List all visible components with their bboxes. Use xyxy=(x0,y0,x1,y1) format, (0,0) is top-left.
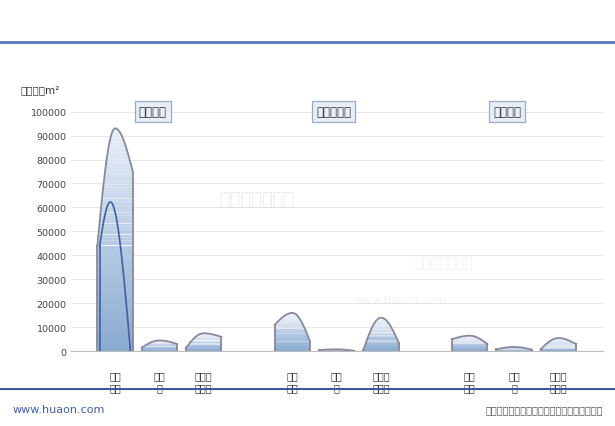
Text: 数据来源：国家统计局，华经产业研究院整理: 数据来源：国家统计局，华经产业研究院整理 xyxy=(485,404,603,414)
Text: 商业营
业用房: 商业营 业用房 xyxy=(550,371,567,392)
Text: 2016-2024年1-11月广东省房地产施工面积情况: 2016-2024年1-11月广东省房地产施工面积情况 xyxy=(172,60,443,75)
Text: 商品
住宅: 商品 住宅 xyxy=(287,371,298,392)
Text: 新开工面积: 新开工面积 xyxy=(316,106,351,119)
Text: 单位：万m²: 单位：万m² xyxy=(20,85,60,95)
Text: 专业严谨 ● 客观科学: 专业严谨 ● 客观科学 xyxy=(527,17,597,27)
Text: 办公
楼: 办公 楼 xyxy=(154,371,165,392)
Text: 商品
住宅: 商品 住宅 xyxy=(464,371,475,392)
Text: 施工面积: 施工面积 xyxy=(139,106,167,119)
Text: 竣工面积: 竣工面积 xyxy=(493,106,522,119)
Bar xyxy=(6,9,14,34)
Text: www.huaon.com: www.huaon.com xyxy=(12,404,105,414)
Text: 商品
住宅: 商品 住宅 xyxy=(109,371,121,392)
Bar xyxy=(15,9,23,34)
Text: www.huaon.com: www.huaon.com xyxy=(354,296,446,306)
Text: 华经产业研究院: 华经产业研究院 xyxy=(220,190,295,208)
Text: 商业营
业用房: 商业营 业用房 xyxy=(195,371,213,392)
Text: 办公
楼: 办公 楼 xyxy=(331,371,343,392)
Text: 华经产业研究院: 华经产业研究院 xyxy=(414,256,472,270)
Text: 办公
楼: 办公 楼 xyxy=(508,371,520,392)
Text: 商业营
业用房: 商业营 业用房 xyxy=(372,371,390,392)
Text: 华经情报网: 华经情报网 xyxy=(28,16,65,29)
